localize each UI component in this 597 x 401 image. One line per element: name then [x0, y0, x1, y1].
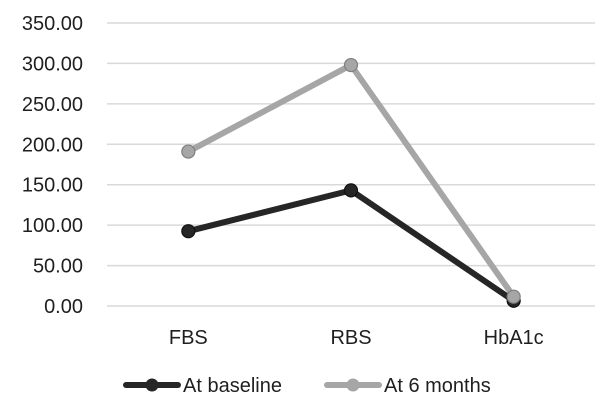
data-point [181, 224, 196, 239]
series-line [185, 62, 517, 300]
y-tick-label: 150.00 [22, 175, 83, 197]
series-line [185, 187, 517, 304]
legend-swatch-marker [346, 378, 360, 392]
x-tick-label: RBS [330, 327, 371, 349]
data-point [343, 183, 359, 198]
legend-swatch-marker [145, 378, 159, 392]
y-tick-label: 250.00 [22, 94, 83, 116]
series-2 [181, 57, 521, 304]
data-point [343, 57, 359, 73]
data-point [181, 144, 196, 159]
legend-label: At baseline [183, 375, 282, 396]
y-axis-ticks: 0.00 50.00 100.00 150.00 200.00 250.00 300.00 3… [22, 13, 83, 318]
x-tick-label: FBS [169, 327, 208, 349]
y-tick-label: 0.00 [44, 296, 83, 318]
y-tick-label: 200.00 [22, 134, 83, 156]
legend: At baseline At 6 months [123, 375, 491, 397]
y-tick-label: 100.00 [22, 215, 83, 237]
legend-item: At baseline [123, 375, 282, 397]
y-tick-label: 350.00 [22, 13, 83, 35]
x-axis-ticks: FBS RBS HbA1c [169, 327, 544, 349]
data-point [506, 289, 521, 304]
x-tick-label: HbA1c [484, 327, 544, 349]
legend-item: At 6 months [324, 375, 491, 397]
y-tick-label: 50.00 [33, 256, 83, 278]
series-1 [181, 183, 521, 308]
legend-label: At 6 months [384, 375, 491, 396]
series-lines [181, 57, 521, 308]
y-tick-label: 300.00 [22, 53, 83, 75]
